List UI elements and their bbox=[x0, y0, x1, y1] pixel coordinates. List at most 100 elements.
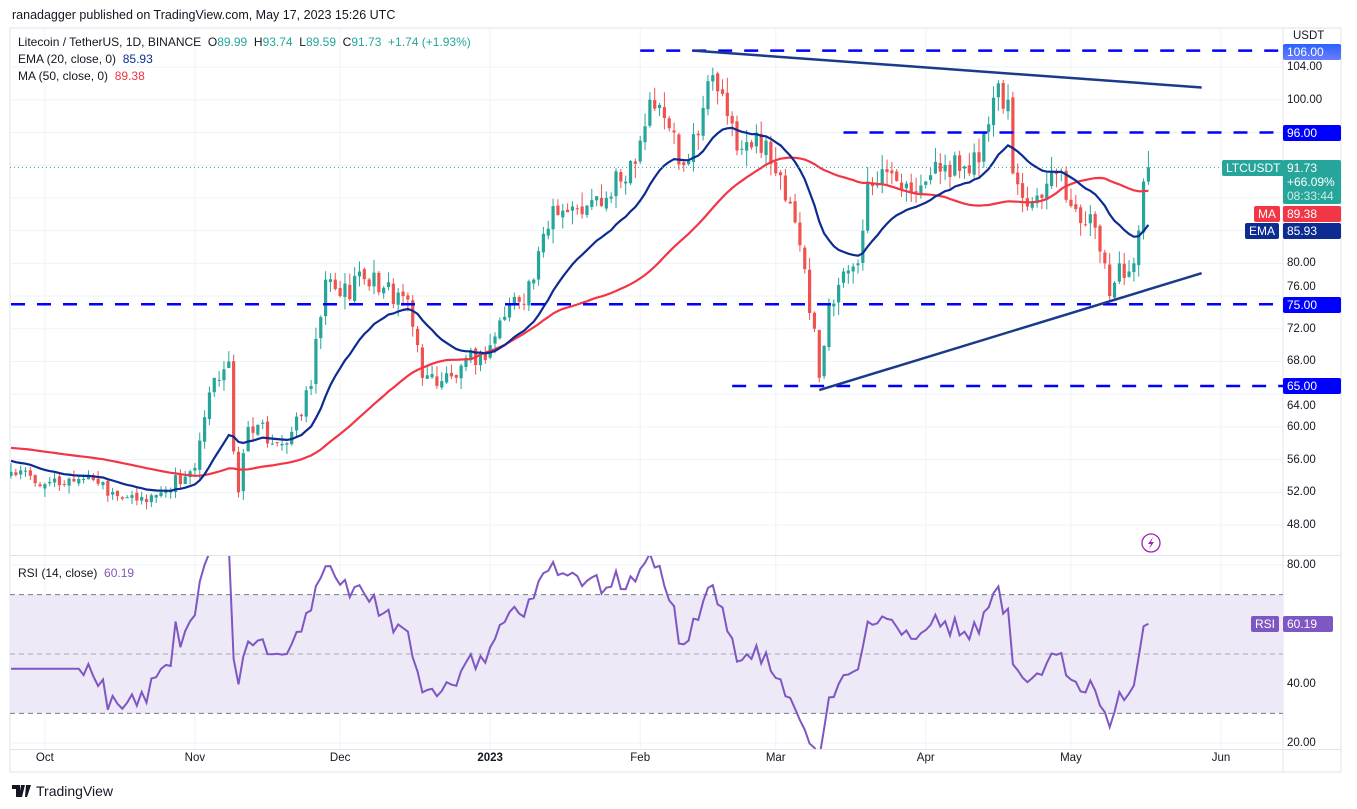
open-value: 89.99 bbox=[217, 35, 248, 49]
candle-body bbox=[164, 491, 168, 494]
candle-body bbox=[222, 369, 226, 381]
candle-body bbox=[837, 284, 841, 303]
lightning-icon-glyph bbox=[1148, 537, 1154, 549]
candle-body bbox=[827, 304, 831, 348]
candle-body bbox=[628, 161, 633, 184]
ma-line bbox=[10, 156, 1149, 477]
candle-body bbox=[343, 283, 347, 297]
candle-body bbox=[648, 99, 652, 126]
last-change: +66.09% bbox=[1287, 175, 1335, 189]
time-tick: 2023 bbox=[477, 752, 503, 764]
candle-body bbox=[619, 172, 623, 182]
low-label: L bbox=[299, 35, 306, 49]
trendline-resistance bbox=[693, 49, 1202, 89]
candle-body bbox=[812, 312, 817, 329]
ma-price-label: 89.38 bbox=[1283, 206, 1341, 222]
candle-body bbox=[798, 222, 802, 246]
price-tick: 80.00 bbox=[1287, 257, 1316, 270]
candle-body bbox=[435, 376, 439, 386]
tradingview-logo[interactable]: TradingView bbox=[12, 783, 113, 799]
price-tick: 100.00 bbox=[1287, 93, 1323, 106]
candle-body bbox=[885, 169, 889, 173]
candle-body bbox=[246, 426, 250, 452]
candle-body bbox=[140, 496, 144, 501]
candle-body bbox=[1045, 183, 1049, 200]
candle-body bbox=[595, 196, 599, 201]
drawings[interactable] bbox=[11, 49, 1283, 392]
candle-body bbox=[938, 163, 942, 172]
rsi-legend[interactable]: RSI (14, close) 60.19 bbox=[18, 566, 134, 580]
candle-body bbox=[33, 475, 37, 484]
price-tick: 48.00 bbox=[1287, 519, 1316, 532]
candle-body bbox=[561, 210, 565, 218]
candle-body bbox=[111, 491, 115, 495]
price-tick: 68.00 bbox=[1287, 355, 1316, 368]
last-price: 91.73 bbox=[1287, 161, 1318, 175]
candle-body bbox=[178, 474, 182, 485]
candle-body bbox=[609, 196, 613, 199]
candle-body bbox=[125, 497, 129, 499]
rsi-tick: 40.00 bbox=[1287, 677, 1316, 690]
candle-body bbox=[662, 107, 666, 119]
level-96-label: 96.00 bbox=[1283, 125, 1341, 141]
candle-body bbox=[841, 271, 846, 283]
candle-body bbox=[740, 148, 744, 150]
candle-body bbox=[667, 118, 671, 129]
candle-body bbox=[778, 172, 783, 176]
candle-body bbox=[720, 89, 725, 94]
candle-body bbox=[958, 155, 962, 171]
candle-body bbox=[1011, 97, 1015, 174]
candle-body bbox=[72, 479, 76, 482]
candle-body bbox=[1040, 194, 1044, 198]
time-tick: Mar bbox=[765, 752, 786, 764]
candle-body bbox=[817, 330, 821, 378]
candle-body bbox=[706, 81, 710, 110]
ema-tag: EMA bbox=[1245, 223, 1280, 239]
candle-body bbox=[348, 284, 352, 300]
time-tick: Apr bbox=[916, 752, 935, 764]
candle-body bbox=[62, 483, 66, 485]
candle-body bbox=[769, 141, 773, 164]
candle-body bbox=[832, 303, 836, 307]
candle-body bbox=[943, 165, 947, 172]
candle-body bbox=[382, 287, 386, 294]
candle-body bbox=[803, 247, 807, 270]
price-tick: 76.00 bbox=[1287, 281, 1316, 294]
candle-body bbox=[372, 272, 376, 287]
candle-body bbox=[48, 481, 52, 484]
candle-body bbox=[445, 373, 449, 383]
candle-body bbox=[367, 279, 371, 287]
candle-body bbox=[43, 484, 47, 489]
price-tick: 60.00 bbox=[1287, 420, 1316, 433]
candle-body bbox=[1103, 252, 1107, 264]
candle-body bbox=[880, 169, 884, 185]
candle-body bbox=[420, 347, 424, 378]
candle-body bbox=[764, 140, 768, 156]
candle-body bbox=[459, 365, 463, 379]
time-tick: Dec bbox=[329, 752, 351, 764]
candle-body bbox=[711, 75, 715, 82]
candle-body bbox=[115, 490, 120, 497]
candle-body bbox=[1088, 214, 1092, 224]
candle-body bbox=[556, 205, 560, 215]
low-value: 89.59 bbox=[305, 35, 336, 49]
candle-body bbox=[1006, 99, 1010, 112]
candle-body bbox=[270, 443, 274, 445]
symbol-legend[interactable]: Litecoin / TetherUS, 1D, BINANCE O89.99 … bbox=[18, 35, 471, 49]
ma-legend[interactable]: MA (50, close, 0) 89.38 bbox=[18, 69, 145, 83]
candle-body bbox=[948, 164, 952, 178]
candle-body bbox=[396, 292, 400, 305]
candle-body bbox=[793, 201, 797, 223]
candle-body bbox=[1001, 82, 1005, 109]
price-tick: 104.00 bbox=[1287, 61, 1323, 73]
change-value: +1.74 (+1.93%) bbox=[388, 35, 471, 49]
candle-body bbox=[299, 414, 303, 417]
level-65-label: 65.00 bbox=[1283, 378, 1341, 394]
candle-body bbox=[1108, 264, 1112, 297]
tradingview-logo-icon bbox=[12, 785, 31, 797]
time-tick: Feb bbox=[630, 752, 651, 764]
ema-legend[interactable]: EMA (20, close, 0) 85.93 bbox=[18, 52, 153, 66]
candle-body bbox=[1117, 263, 1121, 282]
candle-body bbox=[406, 295, 410, 300]
